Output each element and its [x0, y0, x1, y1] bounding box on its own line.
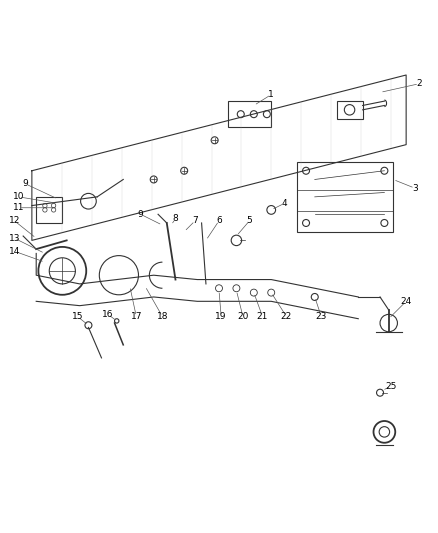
- Text: 9: 9: [22, 179, 28, 188]
- Text: 13: 13: [9, 233, 20, 243]
- Text: 2: 2: [417, 79, 422, 88]
- Text: 18: 18: [157, 312, 168, 321]
- Text: 20: 20: [237, 312, 249, 321]
- Bar: [228, 101, 271, 127]
- Text: 24: 24: [400, 297, 412, 306]
- Bar: [297, 162, 393, 232]
- Text: 1: 1: [268, 90, 274, 99]
- Text: 4: 4: [282, 199, 287, 208]
- Text: 23: 23: [316, 312, 327, 321]
- Text: 9: 9: [138, 210, 144, 219]
- Text: 15: 15: [72, 312, 83, 321]
- Text: 21: 21: [257, 312, 268, 321]
- Text: 25: 25: [385, 382, 396, 391]
- Text: 7: 7: [192, 216, 198, 225]
- Text: 3: 3: [412, 184, 418, 192]
- Text: 5: 5: [247, 216, 252, 225]
- Text: 6: 6: [216, 216, 222, 225]
- Text: 19: 19: [215, 312, 227, 321]
- Text: 14: 14: [9, 247, 20, 256]
- Text: 12: 12: [9, 216, 20, 225]
- Bar: [336, 101, 363, 118]
- Text: 11: 11: [13, 203, 25, 212]
- Text: 17: 17: [131, 312, 142, 321]
- Text: 10: 10: [13, 192, 25, 201]
- Bar: [36, 197, 62, 223]
- Text: 22: 22: [281, 312, 292, 321]
- Text: 8: 8: [173, 214, 178, 223]
- Text: 16: 16: [102, 310, 114, 319]
